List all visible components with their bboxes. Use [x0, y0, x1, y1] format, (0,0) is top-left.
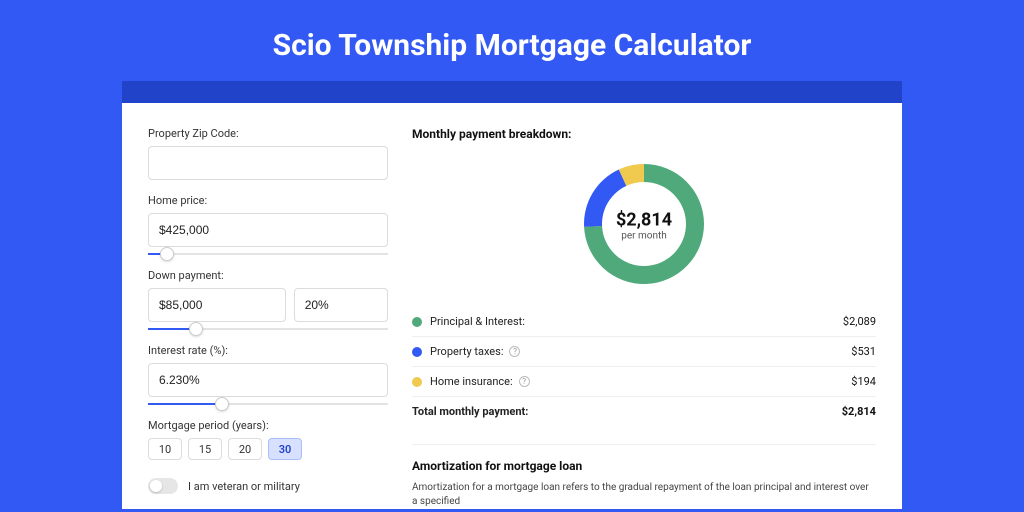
legend-label: Principal & Interest: [430, 315, 843, 328]
slider-thumb[interactable] [215, 397, 229, 411]
veteran-toggle-label: I am veteran or military [188, 480, 300, 493]
slider-thumb[interactable] [189, 322, 203, 336]
donut-center-label: $2,814 per month [616, 210, 672, 242]
down-payment-percent-input[interactable] [294, 288, 388, 322]
legend-value: $2,089 [843, 315, 876, 328]
slider-fill [148, 403, 222, 405]
page-title: Scio Township Mortgage Calculator [0, 0, 1024, 81]
home-price-label: Home price: [148, 194, 388, 207]
zip-field: Property Zip Code: [148, 127, 388, 180]
home-price-slider[interactable] [148, 253, 388, 255]
veteran-toggle-row: I am veteran or military [148, 478, 388, 494]
legend-swatch [412, 377, 422, 387]
legend-swatch [412, 317, 422, 327]
donut-center-amount: $2,814 [616, 210, 672, 231]
breakdown-legend: Principal & Interest:$2,089Property taxe… [412, 307, 876, 426]
amortization-title: Amortization for mortgage loan [412, 459, 876, 473]
calculator-card: Property Zip Code: Home price: Down paym… [122, 103, 902, 509]
legend-label: Home insurance:? [430, 375, 851, 388]
legend-total-row: Total monthly payment:$2,814 [412, 397, 876, 426]
form-column: Property Zip Code: Home price: Down paym… [148, 127, 388, 509]
legend-row: Home insurance:?$194 [412, 367, 876, 397]
info-icon[interactable]: ? [509, 346, 520, 357]
legend-row: Property taxes:?$531 [412, 337, 876, 367]
amortization-section: Amortization for mortgage loan Amortizat… [412, 444, 876, 509]
down-payment-amount-input[interactable] [148, 288, 286, 322]
interest-rate-label: Interest rate (%): [148, 344, 388, 357]
legend-row: Principal & Interest:$2,089 [412, 307, 876, 337]
down-payment-slider[interactable] [148, 328, 388, 330]
veteran-toggle[interactable] [148, 478, 178, 494]
donut-center-sub: per month [616, 231, 672, 242]
mortgage-period-option-20[interactable]: 20 [228, 438, 262, 460]
down-payment-label: Down payment: [148, 269, 388, 282]
mortgage-period-option-15[interactable]: 15 [188, 438, 222, 460]
breakdown-column: Monthly payment breakdown: $2,814 per mo… [412, 127, 876, 509]
legend-total-label: Total monthly payment: [412, 405, 842, 418]
mortgage-period-option-30[interactable]: 30 [268, 438, 302, 460]
home-price-field: Home price: [148, 194, 388, 255]
down-payment-field: Down payment: [148, 269, 388, 330]
legend-total-value: $2,814 [842, 405, 876, 418]
home-price-input[interactable] [148, 213, 388, 247]
legend-swatch [412, 347, 422, 357]
header-accent-band [122, 81, 902, 103]
legend-value: $194 [851, 375, 876, 388]
interest-rate-slider[interactable] [148, 403, 388, 405]
mortgage-period-options: 10 15 20 30 [148, 438, 388, 460]
mortgage-period-option-10[interactable]: 10 [148, 438, 182, 460]
zip-label: Property Zip Code: [148, 127, 388, 140]
legend-label: Property taxes:? [430, 345, 851, 358]
donut-chart-container: $2,814 per month [412, 151, 876, 303]
breakdown-title: Monthly payment breakdown: [412, 127, 876, 141]
amortization-text: Amortization for a mortgage loan refers … [412, 481, 876, 509]
slider-thumb[interactable] [160, 247, 174, 261]
legend-value: $531 [851, 345, 876, 358]
zip-input[interactable] [148, 146, 388, 180]
info-icon[interactable]: ? [519, 376, 530, 387]
interest-rate-field: Interest rate (%): [148, 344, 388, 405]
interest-rate-input[interactable] [148, 363, 388, 397]
mortgage-period-label: Mortgage period (years): [148, 419, 388, 432]
mortgage-period-field: Mortgage period (years): 10 15 20 30 [148, 419, 388, 460]
